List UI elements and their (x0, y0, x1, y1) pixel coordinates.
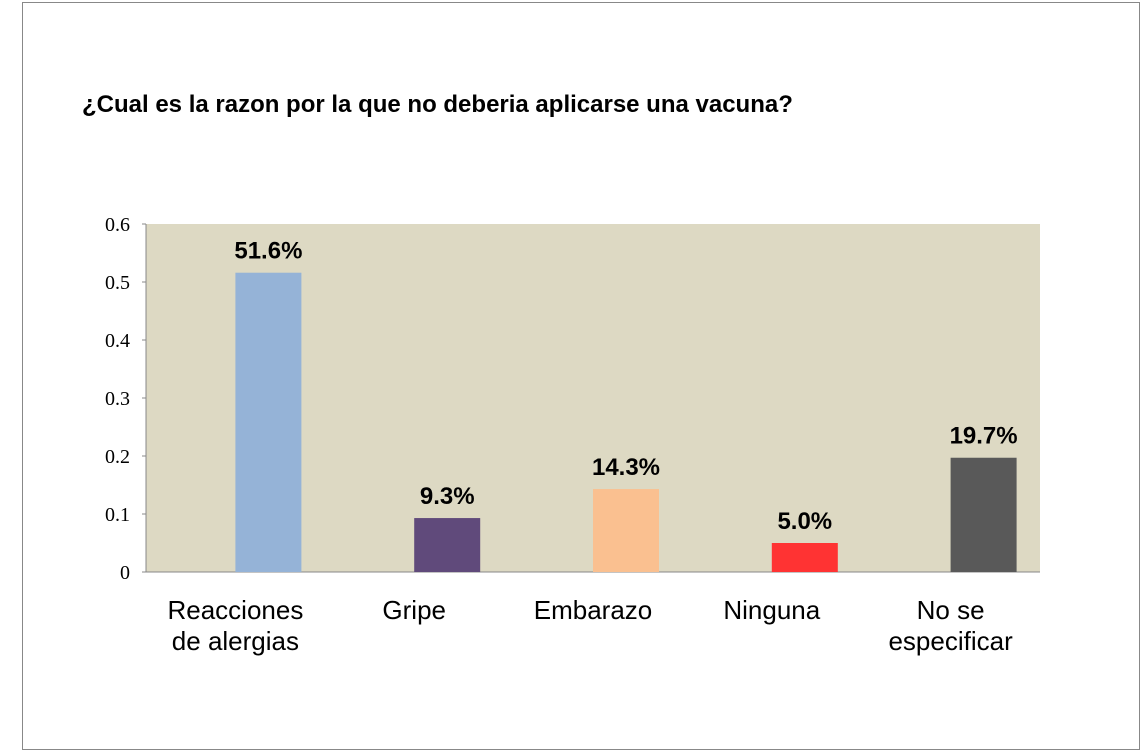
y-tick-label: 0.6 (105, 214, 130, 236)
bar (950, 457, 1017, 572)
y-tick-label: 0.4 (105, 330, 130, 352)
data-label: 9.3% (420, 483, 475, 510)
bar (414, 518, 481, 572)
x-tick-label: Reacciones de alergias (167, 595, 303, 656)
y-tick-label: 0 (120, 562, 130, 584)
x-tick-label: Ninguna (723, 595, 820, 625)
y-tick-label: 0.1 (105, 504, 130, 526)
chart-title: ¿Cual es la razon por la que no deberia … (82, 91, 793, 118)
x-tick-label: Gripe (382, 595, 446, 625)
y-tick-label: 0.2 (105, 446, 130, 468)
data-label: 51.6% (234, 238, 302, 265)
bar (593, 489, 659, 572)
y-tick-label: 0.3 (105, 388, 130, 410)
data-label: 19.7% (950, 423, 1018, 450)
bar (235, 272, 302, 572)
data-label: 14.3% (592, 454, 660, 481)
data-label: 5.0% (777, 508, 832, 535)
x-tick-label: No se especificar (888, 595, 1013, 656)
bar (771, 543, 838, 572)
y-tick-label: 0.5 (105, 272, 130, 294)
x-tick-label: Embarazo (534, 595, 653, 625)
